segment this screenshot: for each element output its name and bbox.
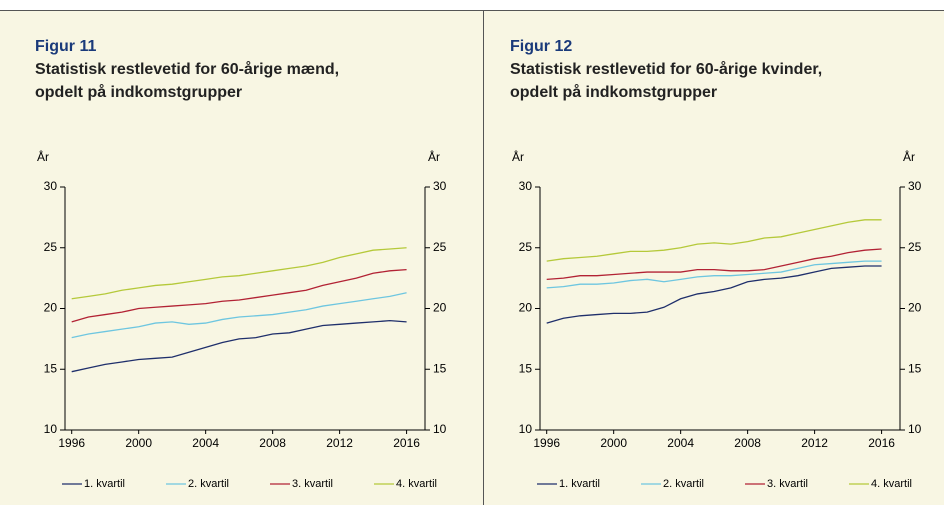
- y-tick-label: 30: [519, 179, 533, 193]
- y2-tick-label: 30: [908, 179, 922, 193]
- y-tick-label: 25: [44, 240, 58, 254]
- y2-tick-label: 15: [433, 361, 447, 375]
- y-tick-label: 30: [44, 179, 58, 193]
- legend-label: 2. kvartil: [663, 478, 704, 490]
- y2-axis-label: År: [428, 149, 440, 164]
- y-tick-label: 20: [44, 301, 58, 315]
- series-line: [71, 319, 407, 373]
- legend-label: 2. kvartil: [188, 478, 229, 490]
- series-line: [546, 248, 882, 280]
- y2-tick-label: 30: [433, 179, 447, 193]
- y2-tick-label: 20: [433, 301, 447, 315]
- legend-label: 1. kvartil: [84, 478, 125, 490]
- legend-label: 3. kvartil: [292, 478, 333, 490]
- y-tick-label: 10: [44, 422, 58, 436]
- series-line: [71, 292, 407, 339]
- y-axis-label: År: [512, 149, 524, 164]
- y-tick-label: 15: [44, 361, 58, 375]
- x-tick-label: 1996: [533, 436, 560, 450]
- legend-label: 3. kvartil: [767, 478, 808, 490]
- figure-label: Figur 12: [510, 38, 572, 55]
- legend-label: 1. kvartil: [559, 478, 600, 490]
- x-tick-label: 2000: [600, 436, 627, 450]
- y2-tick-label: 25: [433, 240, 447, 254]
- series-line: [546, 265, 882, 324]
- figure-label: Figur 11: [35, 38, 96, 55]
- x-tick-label: 2000: [125, 436, 152, 450]
- x-tick-label: 2016: [393, 436, 420, 450]
- y2-tick-label: 10: [433, 422, 447, 436]
- y-tick-label: 10: [519, 422, 533, 436]
- x-tick-label: 2004: [667, 436, 694, 450]
- x-tick-label: 2012: [326, 436, 353, 450]
- x-tick-label: 2008: [734, 436, 761, 450]
- y2-tick-label: 25: [908, 240, 922, 254]
- y2-axis-label: År: [903, 149, 915, 164]
- series-line: [71, 247, 407, 300]
- x-tick-label: 2016: [868, 436, 895, 450]
- chart-title: opdelt på indkomstgrupper: [35, 83, 242, 101]
- x-tick-label: 1996: [58, 436, 85, 450]
- legend-label: 4. kvartil: [871, 478, 912, 490]
- series-line: [546, 219, 882, 262]
- y-axis-label: År: [37, 149, 49, 164]
- x-tick-label: 2008: [259, 436, 286, 450]
- y-tick-label: 15: [519, 361, 533, 375]
- x-tick-label: 2004: [192, 436, 219, 450]
- background: [0, 10, 944, 505]
- chart-title: Statistisk restlevetid for 60-årige mænd…: [35, 60, 339, 78]
- chart-title: Statistisk restlevetid for 60-årige kvin…: [510, 60, 822, 78]
- legend-label: 4. kvartil: [396, 478, 437, 490]
- chart-title: opdelt på indkomstgrupper: [510, 83, 717, 101]
- y-tick-label: 20: [519, 301, 533, 315]
- series-line: [546, 260, 882, 289]
- y2-tick-label: 20: [908, 301, 922, 315]
- y2-tick-label: 10: [908, 422, 922, 436]
- series-line: [71, 268, 407, 323]
- x-tick-label: 2012: [801, 436, 828, 450]
- y2-tick-label: 15: [908, 361, 922, 375]
- y-tick-label: 25: [519, 240, 533, 254]
